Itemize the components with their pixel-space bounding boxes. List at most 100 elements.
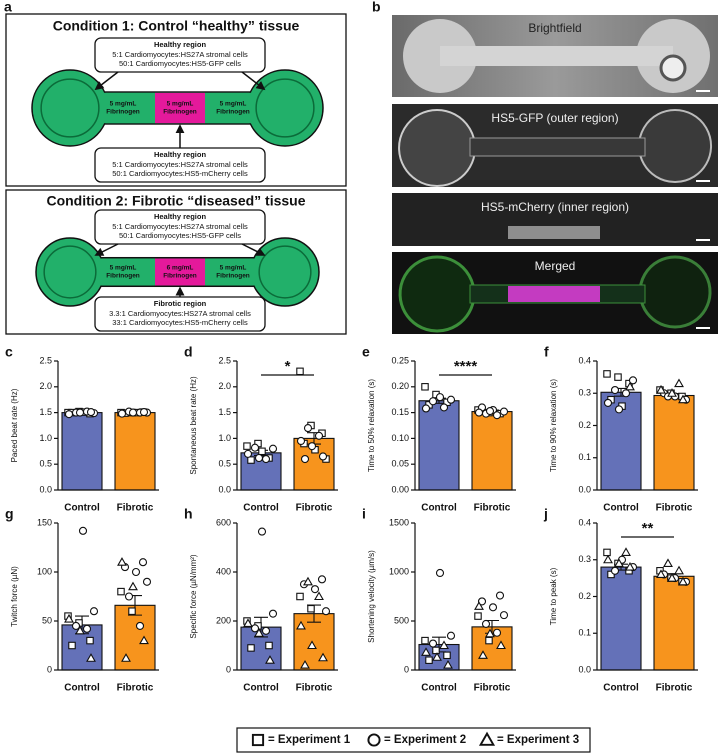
data-point [656,384,666,394]
y-tick-label: 0.0 [578,484,591,494]
bar [471,411,513,491]
data-point [78,526,88,535]
panel-label: g [5,506,14,522]
y-axis-label: Time to 90% relaxation (s) [549,379,558,472]
data-point [64,613,74,623]
image-label: HS5-GFP (outer region) [491,111,618,125]
data-point [499,611,509,620]
info-line: 3.3:1 Cardiomyocytes:HS27A stromal cells [109,309,251,318]
data-point [268,609,278,618]
x-tick-label: Fibrotic [117,503,154,514]
data-point [307,604,315,613]
data-point [261,454,271,464]
post-inner [43,245,97,299]
bar [240,452,282,491]
image-label: HS5-mCherry (inner region) [481,200,629,214]
y-tick-label: 0 [47,664,52,674]
data-point [603,370,611,378]
data-point [625,561,635,571]
data-point [71,621,81,630]
condition-title: Condition 1: Control “healthy” tissue [53,18,300,34]
center-region [155,92,205,124]
data-point [674,378,684,388]
data-point [628,376,638,385]
panel-label: i [362,506,366,522]
arrow [94,243,119,256]
y-tick-label: 0.0 [578,664,591,674]
data-point [446,395,456,404]
data-point [499,407,509,416]
data-point [678,576,688,586]
data-point [261,626,271,635]
y-tick-label: 0.2 [578,420,591,430]
data-point [142,577,152,586]
data-point [432,646,440,655]
y-axis-label: Specific force (µN/mm²) [189,554,198,639]
image-label: Brightfield [528,21,581,35]
y-axis-label: Twitch force (µN) [10,566,19,627]
panel-label: h [184,506,193,522]
y-tick-label: 0.05 [391,459,409,469]
data-point [247,456,255,464]
y-tick-label: 0.0 [39,484,52,494]
y-tick-label: 0.4 [578,355,591,365]
info-heading: Fibrotic region [154,299,207,308]
data-point [128,408,138,417]
x-tick-label: Fibrotic [656,683,693,694]
data-point [428,397,438,406]
data-point [481,619,491,628]
y-tick-label: 0.5 [218,459,231,469]
data-point [117,587,125,596]
y-tick-label: 0.00 [391,484,409,494]
data-point [603,548,611,557]
arrow [241,71,266,91]
x-tick-label: Control [603,503,639,514]
data-point [247,644,255,652]
panel-label: a [4,0,12,15]
data-point [268,444,278,453]
x-tick-label: Fibrotic [296,683,333,694]
bar [418,400,460,491]
data-point [625,381,635,391]
data-point [485,407,495,416]
y-tick-label: 0 [226,664,231,674]
x-tick-label: Fibrotic [117,683,154,694]
y-tick-label: 0.15 [391,407,409,417]
x-tick-label: Fibrotic [474,503,511,514]
y-tick-label: 0.1 [578,628,591,638]
data-point [443,659,453,669]
y-axis-label: Time to peak (s) [549,567,558,625]
tissue-label: 5 mg/mL [220,265,247,272]
data-point [421,404,431,413]
info-box [94,209,266,245]
data-point [250,624,260,633]
data-point [89,607,99,616]
data-point [474,601,484,610]
post-inner [40,78,100,138]
y-tick-label: 2.5 [39,355,52,365]
data-point [421,636,429,645]
data-point [603,398,613,407]
data-point [485,636,493,645]
data-point [265,655,275,664]
bar [114,412,156,491]
legend-label: = Experiment 1 [268,734,351,746]
data-point [124,592,134,601]
data-point [117,409,127,418]
x-tick-label: Fibrotic [656,503,693,514]
bar [61,412,103,491]
data-point [128,581,138,591]
data-point [421,383,429,391]
image-brightfield: Brightfield [392,15,718,97]
data-point [435,568,445,578]
data-point [139,635,149,645]
y-tick-label: 0.3 [578,554,591,564]
y-tick-label: 1.5 [39,407,52,417]
legend-label: = Experiment 2 [384,734,466,746]
data-point [86,653,96,662]
data-point [300,659,310,669]
image-mcherry: HS5-mCherry (inner region) [392,193,718,246]
data-point [296,620,306,630]
data-point [303,424,313,433]
